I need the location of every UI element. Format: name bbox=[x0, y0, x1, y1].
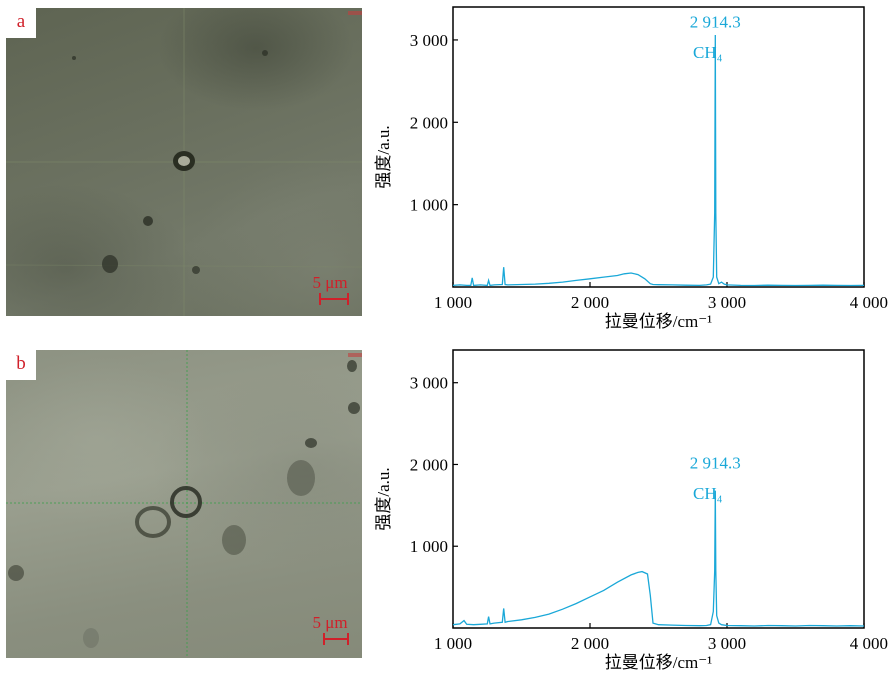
inclusion bbox=[8, 565, 24, 581]
x-tick-label: 4 000 bbox=[850, 634, 888, 653]
x-tick-label: 3 000 bbox=[708, 634, 746, 653]
marker bbox=[348, 11, 362, 15]
panel-label-a: a bbox=[6, 8, 36, 38]
scan-line bbox=[6, 264, 362, 268]
x-tick-label: 2 000 bbox=[571, 634, 609, 653]
inclusion bbox=[72, 56, 76, 60]
scale-bar-b bbox=[323, 633, 349, 645]
x-tick-label: 1 000 bbox=[434, 293, 472, 312]
micrograph-a-features bbox=[6, 8, 362, 316]
y-tick-label: 1 000 bbox=[410, 196, 448, 215]
inclusion bbox=[83, 628, 99, 648]
x-tick-label: 1 000 bbox=[434, 634, 472, 653]
x-axis-label: 拉曼位移/cm⁻¹ bbox=[605, 653, 713, 672]
inclusion bbox=[262, 50, 268, 56]
inclusion bbox=[305, 438, 317, 448]
spectrum-line bbox=[452, 490, 865, 627]
scale-text-a: 5 μm bbox=[312, 273, 348, 292]
x-axis-label: 拉曼位移/cm⁻¹ bbox=[605, 312, 713, 331]
inclusion bbox=[348, 402, 360, 414]
y-tick-label: 2 000 bbox=[410, 113, 448, 132]
inclusion bbox=[222, 525, 246, 555]
peak-annotation: CH₄ bbox=[693, 484, 723, 503]
inclusion bbox=[170, 486, 202, 518]
peak-annotation: 2 914.3 bbox=[690, 454, 741, 473]
peak-annotation: CH₄ bbox=[693, 43, 723, 62]
x-tick-label: 3 000 bbox=[708, 293, 746, 312]
x-tick-label: 2 000 bbox=[571, 293, 609, 312]
inclusion bbox=[143, 216, 153, 226]
inclusion bbox=[287, 460, 315, 496]
peak-annotation: 2 914.3 bbox=[690, 13, 741, 32]
spectrum-line bbox=[452, 34, 865, 287]
inclusion bbox=[192, 266, 200, 274]
plot-frame bbox=[452, 349, 865, 629]
x-tick-label: 4 000 bbox=[850, 293, 888, 312]
inclusion bbox=[347, 360, 357, 372]
y-tick-label: 3 000 bbox=[410, 374, 448, 393]
y-axis-label: 强度/a.u. bbox=[374, 125, 393, 188]
micrograph-a bbox=[6, 8, 362, 316]
inclusion bbox=[102, 255, 118, 273]
inclusion bbox=[135, 506, 171, 538]
scale-text-b: 5 μm bbox=[312, 613, 348, 632]
inclusion-center bbox=[178, 156, 190, 166]
micrograph-b-features bbox=[6, 350, 362, 658]
y-tick-label: 2 000 bbox=[410, 455, 448, 474]
scale-bar-a bbox=[319, 293, 349, 305]
y-tick-label: 3 000 bbox=[410, 31, 448, 50]
panel-label-b: b bbox=[6, 350, 36, 380]
y-tick-label: 1 000 bbox=[410, 537, 448, 556]
y-axis-label: 强度/a.u. bbox=[374, 467, 393, 530]
plot-frame bbox=[452, 6, 865, 288]
micrograph-b bbox=[6, 350, 362, 658]
marker bbox=[348, 353, 362, 357]
